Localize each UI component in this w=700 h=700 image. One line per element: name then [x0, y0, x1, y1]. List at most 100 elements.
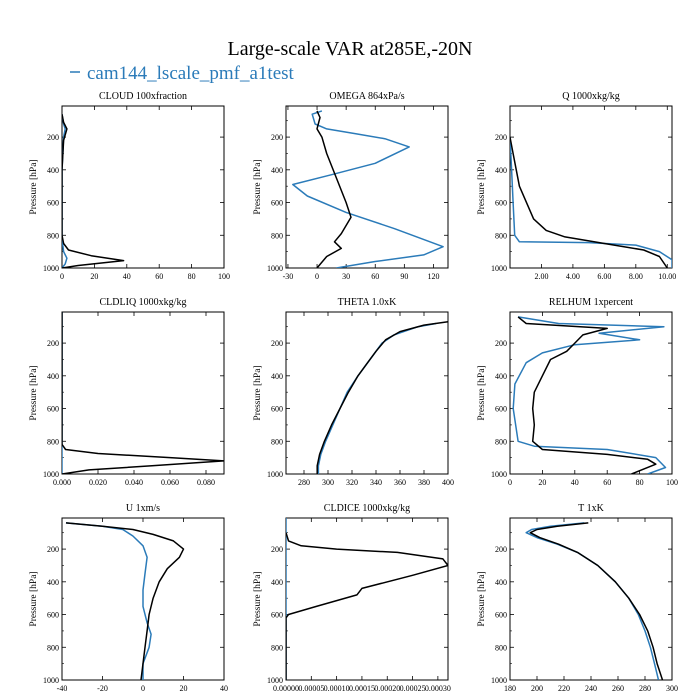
series-line-control — [316, 110, 352, 268]
x-tick-label: 40 — [123, 272, 131, 281]
y-tick-label: 800 — [271, 231, 283, 240]
y-tick-label: 1000 — [491, 470, 507, 479]
x-tick-label: 200 — [531, 684, 543, 693]
y-tick-label: 800 — [495, 643, 507, 652]
y-tick-label: 400 — [271, 166, 283, 175]
x-tick-label: 0 — [60, 272, 64, 281]
x-tick-label: 300 — [322, 478, 334, 487]
y-tick-label: 600 — [495, 405, 507, 414]
x-tick-label: 60 — [155, 272, 163, 281]
y-tick-label: 600 — [495, 199, 507, 208]
y-tick-label: 200 — [495, 545, 507, 554]
panel-title: THETA 1.0xK — [338, 297, 397, 308]
y-tick-label: 200 — [47, 545, 59, 554]
x-tick-label: 320 — [346, 478, 358, 487]
x-tick-label: 0 — [315, 272, 319, 281]
x-tick-label: 100 — [218, 272, 230, 281]
y-tick-label: 200 — [271, 133, 283, 142]
series-line-control — [62, 114, 125, 268]
plot-frame — [61, 311, 225, 475]
y-tick-label: 600 — [271, 199, 283, 208]
y-tick-label: 600 — [47, 405, 59, 414]
panel-cldice: CLDICE 1000xkg/kg Pressure [hPa] 200 400 600… — [253, 503, 451, 693]
x-tick-label: 30 — [342, 272, 350, 281]
y-axis-label: Pressure [hPa] — [29, 365, 39, 420]
y-tick-label: 600 — [271, 405, 283, 414]
x-tick-label: 180 — [504, 684, 516, 693]
y-tick-label: 1000 — [43, 264, 59, 273]
x-tick-label: 20 — [538, 478, 546, 487]
y-tick-label: 200 — [495, 133, 507, 142]
x-tick-label: 100 — [666, 478, 678, 487]
y-tick-label: 200 — [495, 339, 507, 348]
series-line-control — [529, 522, 664, 680]
y-axis-label: Pressure [hPa] — [477, 571, 487, 626]
series-line-control — [316, 321, 448, 474]
plot-frame — [509, 105, 673, 269]
y-tick-label: 600 — [47, 611, 59, 620]
x-tick-label: 40 — [220, 684, 228, 693]
x-tick-label: 0 — [508, 478, 512, 487]
x-tick-label: 4.00 — [566, 272, 580, 281]
x-tick-label: 90 — [400, 272, 408, 281]
y-tick-label: 800 — [271, 437, 283, 446]
y-tick-label: 400 — [47, 166, 59, 175]
x-tick-label: 0.00015 — [349, 684, 375, 693]
x-tick-label: 380 — [418, 478, 430, 487]
x-tick-label: 0.020 — [89, 478, 107, 487]
x-tick-label: 0.00025 — [400, 684, 426, 693]
x-tick-label: 400 — [442, 478, 454, 487]
x-tick-label: 0 — [141, 684, 145, 693]
x-tick-label: 0.00005 — [298, 684, 324, 693]
y-axis-label: Pressure [hPa] — [253, 365, 263, 420]
series-line-control — [286, 532, 448, 680]
series-line-control — [510, 136, 668, 268]
y-axis-label: Pressure [hPa] — [253, 571, 263, 626]
series-line-test — [317, 322, 437, 474]
y-tick-label: 400 — [495, 372, 507, 381]
x-tick-label: 300 — [666, 684, 678, 693]
panel-title: RELHUM 1xpercent — [549, 297, 633, 308]
plot-frame — [509, 517, 673, 681]
series-line-test — [65, 522, 152, 680]
y-tick-label: 800 — [47, 643, 59, 652]
y-tick-label: 200 — [271, 545, 283, 554]
y-tick-label: 400 — [47, 372, 59, 381]
y-tick-label: 800 — [495, 231, 507, 240]
y-tick-label: 1000 — [43, 470, 59, 479]
x-tick-label: 280 — [639, 684, 651, 693]
y-tick-label: 400 — [47, 578, 59, 587]
plot-frame — [285, 105, 449, 269]
panel-title: CLDICE 1000xkg/kg — [324, 503, 410, 514]
x-tick-label: 8.00 — [629, 272, 643, 281]
x-tick-label: 280 — [298, 478, 310, 487]
y-tick-label: 800 — [47, 437, 59, 446]
panel-theta: THETA 1.0xK Pressure [hPa] 200 400 600 800 100… — [253, 297, 454, 487]
y-tick-label: 200 — [47, 339, 59, 348]
plot-frame — [61, 105, 225, 269]
series-line-test — [510, 137, 672, 268]
y-tick-label: 1000 — [491, 264, 507, 273]
x-tick-label: 120 — [427, 272, 439, 281]
panel-title: CLDLIQ 1000xkg/kg — [100, 297, 187, 308]
x-tick-label: 220 — [558, 684, 570, 693]
y-tick-label: 1000 — [267, 470, 283, 479]
y-axis-label: Pressure [hPa] — [477, 365, 487, 420]
plot-frame — [285, 517, 449, 681]
x-tick-label: -30 — [283, 272, 294, 281]
plot-frame — [285, 311, 449, 475]
y-tick-label: 1000 — [267, 676, 283, 685]
x-tick-label: 6.00 — [597, 272, 611, 281]
x-tick-label: 10.00 — [658, 272, 676, 281]
x-tick-label: 2.00 — [534, 272, 548, 281]
figure-title: Large-scale VAR at285E,-20N — [228, 38, 473, 60]
y-tick-label: 600 — [271, 611, 283, 620]
x-tick-label: 20 — [90, 272, 98, 281]
y-axis-label: Pressure [hPa] — [29, 159, 39, 214]
legend-label: cam144_lscale_pmf_a1test — [87, 63, 295, 84]
series-line-test — [62, 114, 68, 268]
